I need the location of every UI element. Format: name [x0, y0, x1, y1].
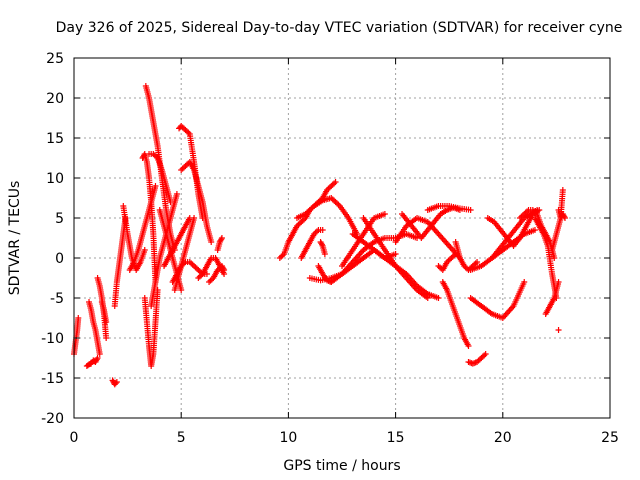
data-point [531, 227, 538, 233]
data-point [465, 343, 472, 349]
data-track [339, 211, 388, 269]
y-tick-label: -10 [41, 331, 64, 347]
data-point [113, 379, 120, 385]
data-point [96, 351, 103, 357]
data-track [109, 377, 120, 388]
data-track [71, 315, 82, 357]
x-tick-label: 5 [177, 430, 186, 446]
data-track [214, 235, 225, 253]
y-tick-label: 15 [46, 131, 64, 147]
x-axis-label: GPS time / hours [283, 458, 400, 474]
data-point [103, 335, 110, 341]
data-track [86, 299, 103, 357]
data-track [371, 247, 442, 301]
y-tick-label: -20 [41, 411, 64, 427]
data-point [381, 211, 388, 217]
data-point [94, 355, 101, 361]
data-track [98, 299, 110, 325]
y-tick-label: 10 [46, 171, 64, 187]
data-track [555, 327, 562, 333]
data-track [83, 355, 101, 369]
data-point [93, 356, 100, 363]
data-track [171, 215, 198, 293]
data-track [111, 215, 129, 309]
data-point [319, 227, 326, 233]
data-track [317, 239, 328, 257]
data-track [298, 227, 326, 261]
data-point [103, 319, 110, 325]
data-point [521, 279, 528, 285]
y-tick-label: 0 [55, 251, 64, 267]
data-points [71, 83, 568, 388]
x-tick-label: 20 [494, 430, 512, 446]
x-tick-label: 15 [387, 430, 405, 446]
chart-title: Day 326 of 2025, Sidereal Day-to-day VTE… [56, 20, 623, 36]
data-point [467, 207, 474, 213]
data-point [561, 215, 568, 221]
data-point [332, 179, 339, 185]
data-track [452, 239, 481, 273]
y-axis-label: SDTVAR / TECUs [7, 181, 23, 296]
data-point [561, 213, 568, 220]
data-track [555, 207, 568, 221]
y-tick-label: -5 [50, 291, 64, 307]
data-track [306, 247, 378, 284]
data-point [75, 315, 82, 321]
plot-frame [73, 57, 611, 419]
data-point [482, 351, 489, 357]
x-tick-label: 10 [279, 430, 297, 446]
x-tick-label: 25 [601, 430, 619, 446]
data-point [141, 247, 148, 253]
data-track [435, 251, 459, 273]
data-point [152, 183, 159, 189]
data-point [435, 295, 442, 301]
data-track [424, 203, 474, 213]
data-point [474, 259, 481, 265]
data-point [112, 380, 119, 387]
data-track [178, 159, 215, 245]
data-track [120, 203, 148, 273]
data-point [559, 187, 566, 193]
data-track [465, 351, 489, 367]
x-tick-label: 0 [70, 430, 79, 446]
data-point [173, 191, 180, 197]
data-point [178, 287, 185, 293]
data-point [555, 279, 562, 285]
data-point [220, 265, 227, 272]
data-point [218, 236, 225, 243]
y-tick-label: -15 [41, 371, 64, 387]
data-point [321, 251, 328, 257]
data-point [551, 255, 558, 261]
data-track [206, 263, 228, 285]
data-point [318, 241, 325, 248]
data-track [467, 279, 528, 321]
data-track [161, 215, 193, 269]
data-point [555, 327, 562, 333]
y-tick-label: 5 [55, 211, 64, 227]
data-point [218, 235, 225, 241]
data-point [208, 239, 215, 245]
y-tick-label: 20 [46, 91, 64, 107]
data-track [489, 207, 541, 261]
data-track [311, 179, 339, 209]
axis-ticks: 0 5 10 15 20 25 -20 -15 -10 -5 0 5 10 15 20 25 [41, 51, 619, 446]
data-track [141, 287, 161, 369]
y-tick-label: 25 [46, 51, 64, 67]
data-point [191, 215, 198, 221]
data-point [167, 199, 174, 205]
data-track [293, 195, 361, 237]
data-track [439, 279, 472, 349]
data-track [542, 279, 562, 317]
data-point [392, 251, 399, 257]
data-point [221, 267, 228, 273]
data-track [146, 151, 174, 205]
